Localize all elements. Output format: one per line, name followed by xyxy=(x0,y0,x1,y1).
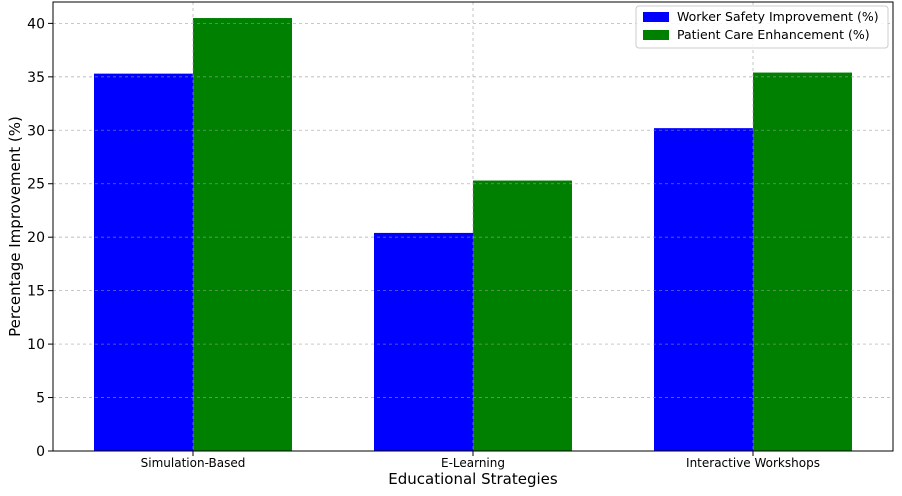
x-axis-title: Educational Strategies xyxy=(388,470,558,488)
bar-patient-care-2 xyxy=(753,72,852,452)
y-axis-ticks: 0 5 10 15 20 25 30 35 40 xyxy=(27,16,53,460)
y-tick-label: 30 xyxy=(27,123,45,139)
y-tick-label: 40 xyxy=(27,16,45,32)
bars xyxy=(53,2,893,452)
legend-swatch-worker-safety xyxy=(643,12,669,22)
y-tick-label: 15 xyxy=(27,284,45,300)
x-tick-label: E-Learning xyxy=(441,456,505,470)
bar-worker-safety-2 xyxy=(654,128,753,451)
bar-patient-care-1 xyxy=(473,180,572,451)
legend-box xyxy=(635,5,889,49)
legend-swatch-patient-care xyxy=(643,30,669,40)
legend: Worker Safety Improvement (%) Patient Ca… xyxy=(635,5,889,49)
y-tick-label: 25 xyxy=(27,177,45,193)
y-tick-label: 5 xyxy=(36,391,45,407)
bar-worker-safety-0 xyxy=(94,73,193,451)
y-tick-label: 10 xyxy=(27,337,45,353)
y-tick-label: 20 xyxy=(27,230,45,246)
legend-label-patient-care: Patient Care Enhancement (%) xyxy=(677,27,870,42)
x-tick-label: Simulation-Based xyxy=(141,456,246,470)
x-axis-ticks: Simulation-Based E-Learning Interactive Wo… xyxy=(141,451,820,470)
x-tick-label: Interactive Workshops xyxy=(686,456,820,470)
legend-label-worker-safety: Worker Safety Improvement (%) xyxy=(677,9,879,24)
y-axis-title: Percentage Improvement (%) xyxy=(6,116,24,337)
y-tick-label: 35 xyxy=(27,70,45,86)
bar-patient-care-0 xyxy=(193,18,292,452)
y-tick-label: 0 xyxy=(36,444,45,460)
bar-worker-safety-1 xyxy=(374,232,473,451)
